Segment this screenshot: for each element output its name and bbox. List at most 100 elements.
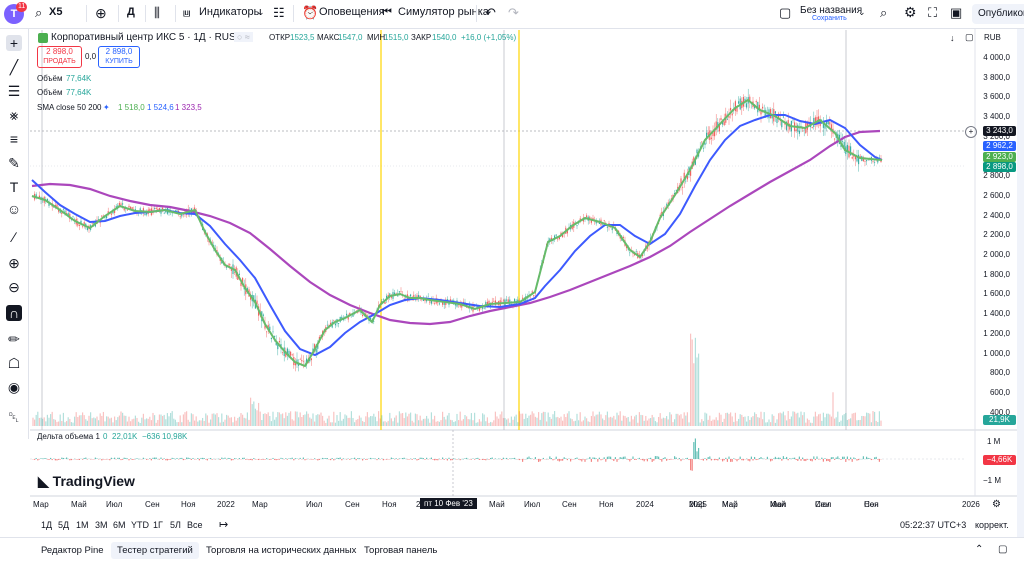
candles-icon[interactable]: ⫼: [154, 5, 160, 20]
maximize-panel-icon[interactable]: ▢: [998, 544, 1008, 555]
chevron-down-icon[interactable]: ⌄: [257, 7, 265, 17]
magnet-icon[interactable]: ∩: [6, 305, 22, 321]
redo-icon[interactable]: ↷: [508, 5, 519, 20]
publish-button[interactable]: Опубликовать: [972, 4, 1024, 24]
candle-body: [429, 301, 431, 303]
adjust-label[interactable]: коррект.: [975, 520, 1009, 530]
volume-bar: [587, 421, 589, 426]
sma-settings-icon[interactable]: ✦: [103, 103, 110, 112]
sell-button[interactable]: 2 898,0 ПРОДАТЬ: [37, 46, 82, 68]
volume-label[interactable]: Объём: [37, 74, 63, 83]
stay-drawing-icon[interactable]: ✏: [8, 331, 20, 347]
zoom-in-icon[interactable]: ⊕: [8, 255, 20, 271]
undo-icon[interactable]: ↶: [485, 5, 496, 20]
delta-label[interactable]: Дельта объема 1: [37, 432, 100, 441]
brush-icon[interactable]: ✎: [8, 155, 20, 171]
price-chart[interactable]: [0, 28, 1024, 498]
forecast-icon[interactable]: ≡: [9, 131, 19, 147]
replay-button[interactable]: Симулятор рынка: [398, 6, 489, 18]
delta-bar: [739, 456, 741, 459]
templates-icon[interactable]: ☷: [273, 5, 285, 20]
settings-icon[interactable]: ⚙: [904, 4, 917, 20]
visibility-toggle-icon[interactable]: ○ ≈: [234, 32, 253, 42]
chevron-down-icon[interactable]: ⌄: [858, 7, 866, 17]
timeframe-5[interactable]: 6М: [113, 520, 126, 530]
pattern-icon[interactable]: ⨳: [9, 107, 19, 123]
alert-icon[interactable]: ⏰: [302, 5, 319, 20]
emoji-icon[interactable]: ☺: [6, 201, 22, 217]
volume2-label[interactable]: Объём: [37, 88, 63, 97]
volume-bar: [848, 419, 850, 426]
date-range-icon[interactable]: ↦: [219, 519, 229, 531]
timeframe-6[interactable]: YTD: [131, 520, 149, 530]
bottom-tab[interactable]: Редактор Pine: [41, 545, 104, 556]
fullscreen-icon[interactable]: ⛶: [928, 5, 938, 20]
crosshair-add-icon[interactable]: +: [965, 126, 977, 138]
delta-bar: [59, 459, 61, 460]
collapse-panel-icon[interactable]: ⌃: [975, 544, 984, 555]
zoom-out-icon[interactable]: ⊖: [8, 279, 20, 295]
crosshair-icon[interactable]: +: [6, 35, 22, 51]
currency-label[interactable]: RUB: [984, 33, 1001, 42]
buy-button[interactable]: 2 898,0 КУПИТЬ: [98, 46, 140, 68]
delta-bar: [314, 458, 316, 459]
volume-bar: [514, 416, 516, 426]
symbol-search-button[interactable]: X5: [49, 6, 63, 18]
delta-bar: [189, 458, 191, 459]
timeframe-2[interactable]: 5Д: [58, 520, 70, 530]
search-icon[interactable]: ⌕: [35, 5, 43, 20]
visibility-icon[interactable]: ◉: [7, 379, 21, 395]
timeframe-1[interactable]: 1Д: [41, 520, 53, 530]
candle-body: [174, 210, 176, 212]
trend-line-icon[interactable]: ╱: [9, 59, 19, 75]
text-icon[interactable]: T: [9, 179, 19, 195]
timeframe-9[interactable]: Все: [187, 520, 203, 530]
camera-icon[interactable]: ▣: [950, 5, 963, 20]
candle-body: [158, 207, 160, 211]
instrument-title[interactable]: Корпоративный центр ИКС 5 · 1Д · RUS: [51, 32, 236, 43]
candle-body: [626, 246, 628, 249]
volume-bar: [182, 414, 184, 426]
time-tick: Ноя: [382, 500, 397, 509]
indicators-icon[interactable]: ⩏: [183, 5, 191, 20]
candle-body: [714, 128, 716, 137]
price-tick: 600,0: [989, 387, 1010, 397]
delta-bar: [477, 457, 479, 459]
volume-bar: [800, 411, 802, 426]
tv-logo-icon: ◣: [38, 473, 49, 489]
delta-bar: [810, 459, 812, 461]
layout-icon[interactable]: ▢: [779, 5, 792, 20]
bottom-tab[interactable]: Торговая панель: [364, 545, 438, 556]
replay-icon[interactable]: ⏮: [382, 6, 392, 18]
fib-icon[interactable]: ☰: [7, 83, 21, 99]
axis-maximize-icon[interactable]: ▢: [965, 32, 974, 42]
timeframe-4[interactable]: 3М: [95, 520, 108, 530]
timeframe-3[interactable]: 1М: [76, 520, 89, 530]
delta-bar: [43, 458, 45, 459]
candle-body: [744, 98, 746, 103]
axis-down-icon[interactable]: ↓: [950, 33, 955, 43]
delta-bar: [123, 457, 125, 459]
volume-bar: [413, 422, 415, 426]
trash-icon[interactable]: ␡: [8, 409, 20, 425]
interval-button[interactable]: Д: [127, 6, 135, 18]
lock-icon[interactable]: ☖: [7, 355, 21, 371]
bottom-tab[interactable]: Торговля на исторических данных: [206, 545, 357, 556]
candle-body: [227, 264, 229, 266]
ruler-icon[interactable]: ∕: [12, 229, 16, 245]
delta-bar: [643, 459, 645, 462]
sma-label[interactable]: SMA close 50 200: [37, 103, 102, 112]
time-tick: Сен: [562, 500, 577, 509]
layout-name[interactable]: Без названия: [800, 5, 863, 16]
timeframe-8[interactable]: 5Л: [170, 520, 181, 530]
time-settings-icon[interactable]: ⚙: [992, 499, 1001, 510]
layout-save-status[interactable]: Сохранить: [812, 15, 847, 22]
candle-body: [851, 157, 853, 159]
indicators-button[interactable]: Индикаторы: [199, 6, 262, 18]
bottom-tab[interactable]: Тестер стратегий: [111, 542, 199, 559]
clock-label[interactable]: 05:22:37 UTC+3: [900, 520, 967, 530]
alerts-button[interactable]: Оповещения: [319, 6, 385, 18]
add-symbol-icon[interactable]: ⊕: [95, 5, 107, 21]
timeframe-7[interactable]: 1Г: [153, 520, 163, 530]
quick-search-icon[interactable]: ⌕: [880, 5, 888, 20]
